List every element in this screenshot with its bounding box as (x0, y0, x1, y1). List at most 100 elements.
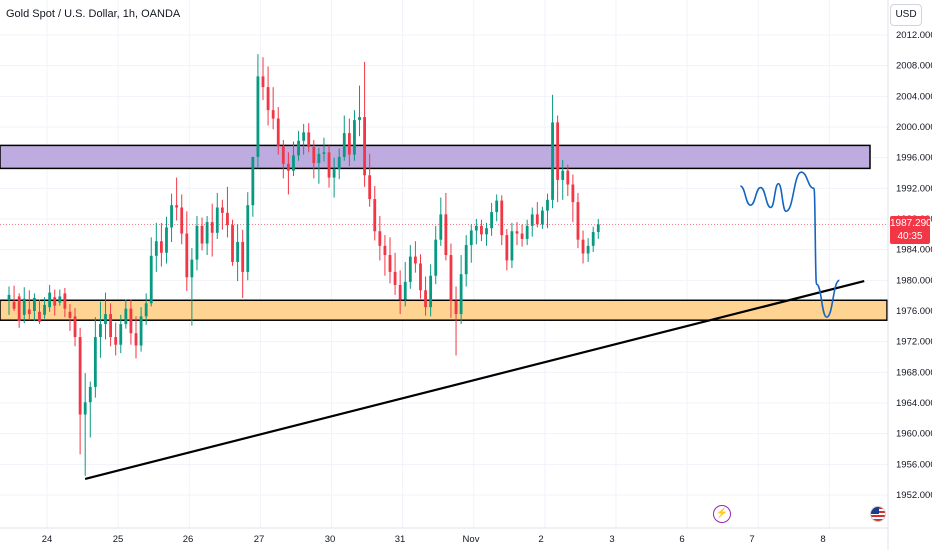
candle-body (292, 155, 295, 171)
candle-body (190, 259, 194, 278)
candle-body (129, 308, 133, 334)
candle-body (88, 386, 92, 403)
candle-body (546, 199, 549, 211)
candle-body (474, 225, 478, 231)
candle-body (551, 122, 554, 200)
price-tick-label: 1968.000 (896, 367, 932, 378)
time-tick-label: 30 (325, 534, 336, 545)
candle-body (520, 233, 524, 239)
candle-body (373, 199, 377, 232)
candle-body (33, 297, 36, 311)
support-zone (0, 299, 888, 321)
candle-body (495, 200, 499, 213)
candle-body (276, 118, 280, 147)
candle-body (424, 290, 427, 308)
candle-body (566, 170, 570, 185)
candle-body (63, 293, 67, 309)
candle-body (251, 156, 255, 206)
candle-body (576, 202, 580, 240)
candle-body (154, 241, 158, 256)
candle-body (449, 255, 453, 302)
price-tick-label: 1976.000 (896, 306, 932, 317)
candle-body (78, 337, 82, 415)
flash-icon[interactable]: ⚡ (713, 505, 731, 523)
candle-body (393, 271, 397, 285)
candle-body (342, 133, 346, 157)
candle-body (93, 337, 97, 387)
candle-body (347, 133, 351, 155)
candle-body (307, 132, 311, 147)
candle-body (27, 309, 31, 315)
candle-body (200, 225, 204, 244)
candle-body (210, 222, 214, 233)
candle-body (454, 301, 458, 315)
time-tick-label: 8 (820, 534, 825, 545)
candle-body (256, 76, 260, 157)
candle-body (353, 120, 356, 155)
candle-body (241, 242, 245, 272)
candle-body (429, 275, 433, 308)
candle-body (439, 214, 443, 240)
candle-body (38, 311, 41, 322)
candle-body (104, 314, 107, 325)
price-tick-label: 1956.000 (896, 459, 932, 470)
candle-body (134, 333, 138, 346)
candle-body (124, 308, 128, 325)
candle-body (337, 156, 341, 170)
candle-body (561, 170, 565, 180)
candle-body (505, 235, 509, 261)
candle-body (99, 324, 102, 338)
candle-body (231, 225, 234, 262)
candle-body (287, 163, 290, 171)
candle-body (490, 212, 493, 229)
candle-body (185, 233, 189, 278)
zones (0, 144, 888, 321)
candle-body (535, 214, 539, 225)
price-tick-label: 1984.000 (896, 245, 932, 256)
candle-body (220, 207, 224, 213)
candle-body (500, 200, 504, 236)
candle-body (246, 205, 250, 272)
us-flag-icon[interactable] (870, 506, 886, 522)
time-tick-label: 2 (538, 534, 543, 545)
candle-body (58, 296, 62, 303)
candle-body (434, 239, 438, 276)
candle-body (571, 184, 575, 203)
candle-body (586, 245, 590, 254)
candle-body (510, 231, 514, 261)
candles (7, 54, 600, 476)
candle-body (195, 225, 199, 260)
candle-body (378, 231, 382, 246)
currency-button[interactable]: USD (890, 4, 922, 26)
grid (0, 0, 888, 528)
chart-title: Gold Spot / U.S. Dollar, 1h, OANDA (6, 8, 181, 20)
candle-body (464, 245, 468, 275)
candle-body (408, 256, 412, 282)
candle-body (43, 304, 46, 315)
price-tick-label: 1980.000 (896, 275, 932, 286)
candle-body (383, 245, 387, 256)
candle-body (114, 337, 118, 345)
projection-path (739, 171, 840, 318)
candle-body (469, 230, 473, 246)
candle-body (109, 314, 112, 338)
bar-countdown: 40:35 (897, 231, 923, 242)
candle-body (266, 87, 270, 111)
price-tick-label: 2012.000 (896, 30, 932, 41)
price-tick-label: 1992.000 (896, 183, 932, 194)
candle-body (119, 324, 123, 345)
time-tick-label: 6 (679, 534, 684, 545)
candle-body (398, 284, 402, 300)
price-tick-label: 1964.000 (896, 398, 932, 409)
candle-body (596, 224, 600, 233)
candle-body (332, 169, 336, 178)
candle-body (83, 402, 87, 415)
candle-body (22, 298, 26, 315)
candle-body (525, 225, 529, 239)
resistance-zone (0, 144, 871, 170)
last-price-badge: 1987.290 40:35 (890, 216, 932, 244)
candle-body (297, 140, 300, 156)
candle-body (165, 227, 168, 253)
